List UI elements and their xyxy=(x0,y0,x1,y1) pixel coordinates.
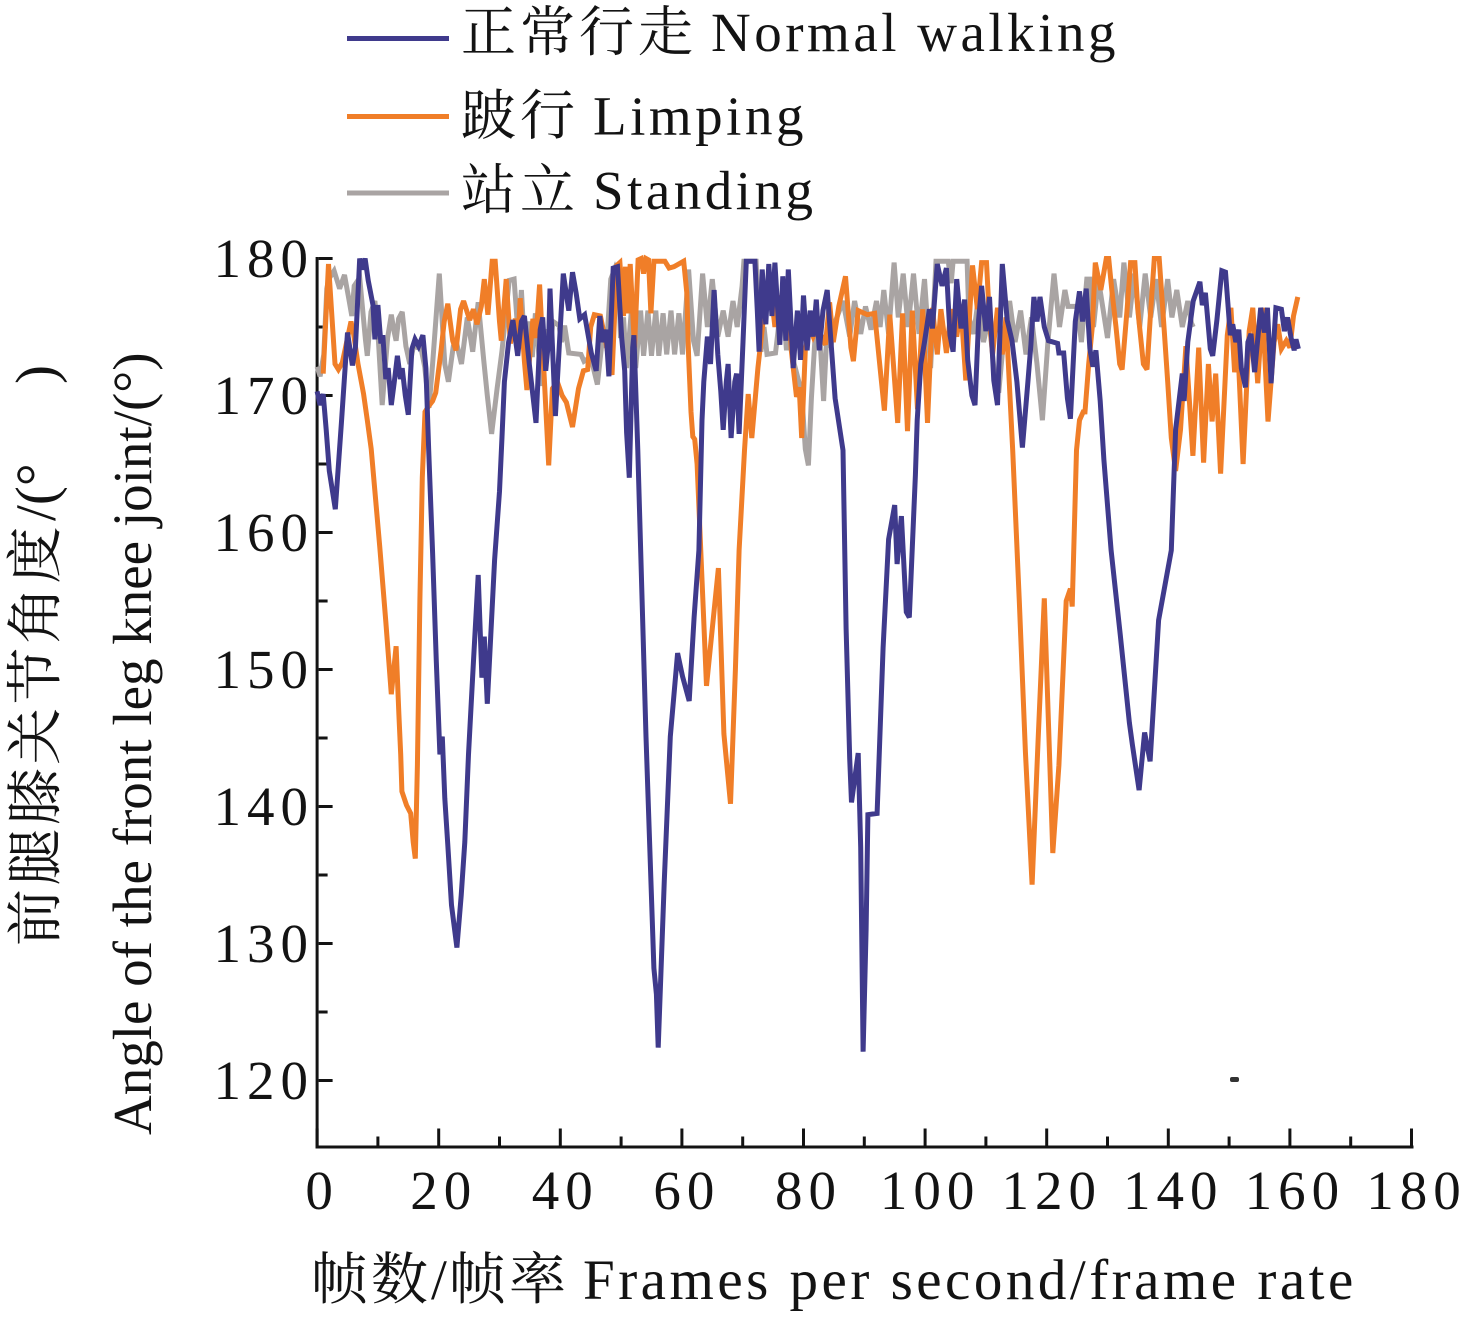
svg-text:0: 0 xyxy=(305,1160,339,1221)
svg-text:150: 150 xyxy=(214,639,315,700)
svg-text:160: 160 xyxy=(1245,1160,1346,1221)
svg-text:20: 20 xyxy=(410,1160,477,1221)
svg-text:120: 120 xyxy=(214,1050,315,1111)
svg-text:140: 140 xyxy=(1123,1160,1224,1221)
svg-text:Normal walking: Normal walking xyxy=(711,2,1119,63)
svg-text:/(°: /(° xyxy=(5,463,68,521)
svg-text:Angle of the front leg knee jo: Angle of the front leg knee joint/(°) xyxy=(102,352,163,1135)
svg-text:/: / xyxy=(431,1249,447,1312)
svg-text:Frames per second/frame rate: Frames per second/frame rate xyxy=(583,1249,1357,1312)
svg-text:120: 120 xyxy=(1001,1160,1102,1221)
svg-text:Limping: Limping xyxy=(593,86,807,147)
svg-text:): ) xyxy=(5,365,68,384)
svg-text:80: 80 xyxy=(775,1160,842,1221)
svg-text:180: 180 xyxy=(1366,1160,1462,1221)
svg-text:140: 140 xyxy=(214,776,315,837)
svg-text:180: 180 xyxy=(214,228,315,289)
svg-text:Standing: Standing xyxy=(593,160,817,221)
svg-text:170: 170 xyxy=(214,365,315,426)
svg-text:160: 160 xyxy=(214,502,315,563)
svg-text:100: 100 xyxy=(880,1160,981,1221)
svg-text:60: 60 xyxy=(653,1160,720,1221)
svg-text:40: 40 xyxy=(532,1160,599,1221)
svg-text:130: 130 xyxy=(214,913,315,974)
